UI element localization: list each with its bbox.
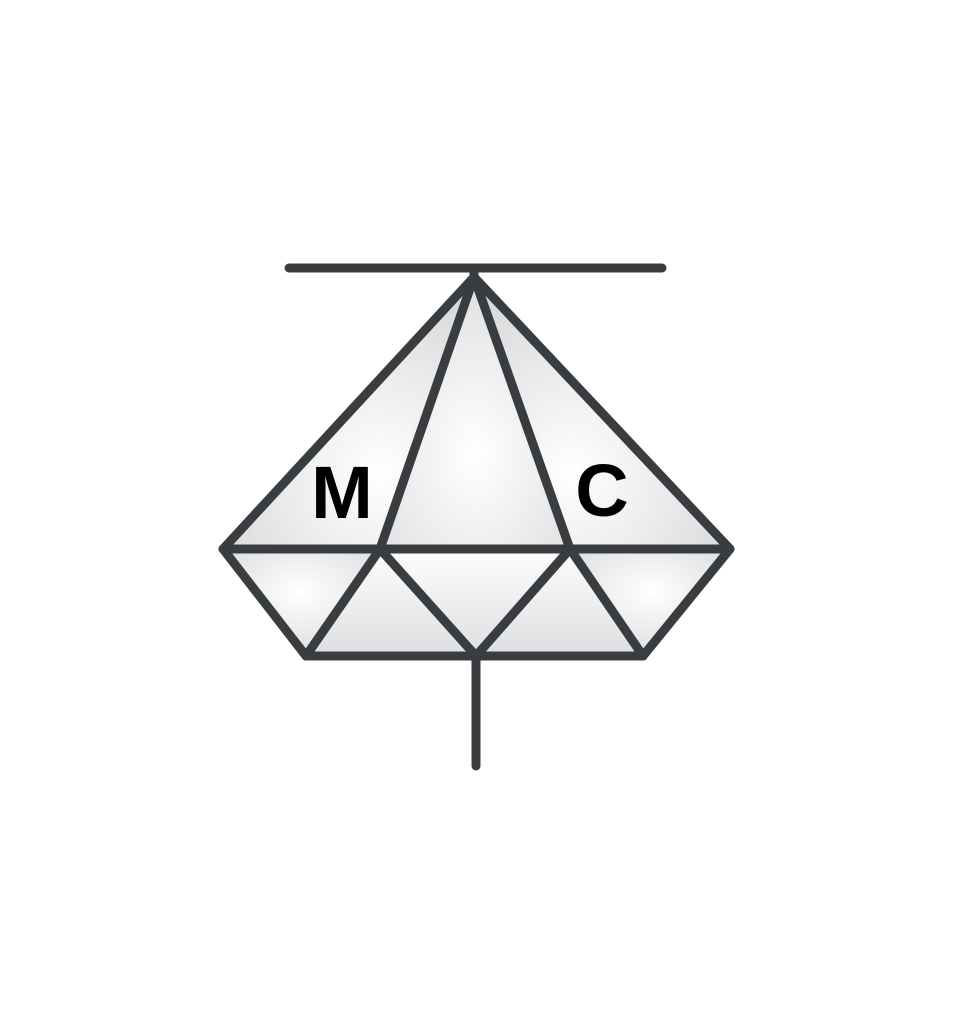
crown-center-facet [380,277,570,549]
pavilion-edge-4 [565,544,648,661]
pavilion-center-facet [380,549,570,656]
logo-letter-m: M [311,451,373,534]
logo-letter-c: C [575,449,628,532]
diamond-edges [218,263,735,771]
pavilion-edge-2 [375,544,481,661]
pavilion-left-facet [223,549,380,656]
pavilion-edge-3 [471,544,575,661]
pavilion-edge-1 [301,544,385,661]
pavilion-left-mid-facet [306,549,476,656]
crown-edge-right [469,272,575,554]
crown-edge-left [375,272,479,554]
pavilion-right-mid-facet [476,549,643,656]
pavilion-right-facet [570,549,730,656]
